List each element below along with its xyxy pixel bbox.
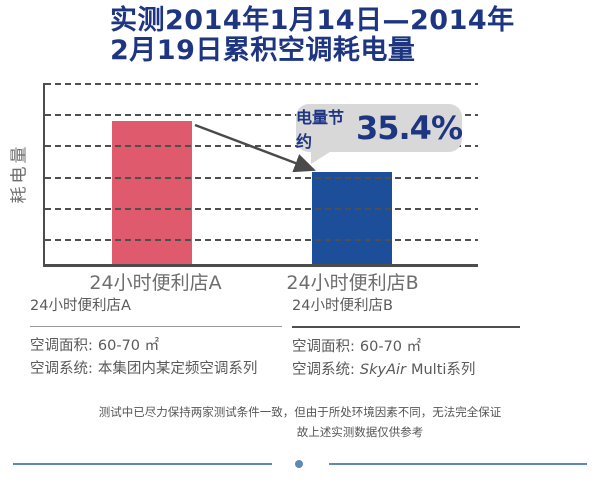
system-value: Multi系列 (410, 362, 476, 378)
info-row-system-store-a: 空调系统: 本集团内某定频空调系列 (30, 358, 282, 381)
savings-label: 电量节约 (296, 108, 345, 151)
bar-store-b (312, 172, 392, 264)
info-header-store-a: 24小时便利店A (30, 298, 131, 314)
bubble-tail (311, 150, 333, 164)
savings-bubble: 电量节约 35.4% (296, 104, 463, 164)
system-brand: SkyAir (359, 362, 406, 378)
system-label: 空调系统: (292, 362, 355, 378)
page-title-line-2: 2月19日累积空调耗电量 (110, 35, 416, 66)
info-divider-store-a (30, 326, 282, 327)
gridline (45, 208, 478, 210)
divider-dot (295, 460, 303, 468)
system-label: 空调系统: (30, 361, 93, 377)
info-header-store-b: 24小时便利店B (292, 298, 393, 314)
info-row-area-store-a: 空调面积: 60-70 ㎡ (30, 335, 282, 358)
info-column-store-b: 24小时便利店B 空调面积: 60-70 ㎡ 空调系统: SkyAir Multi系列 (292, 297, 572, 382)
info-divider-store-b (292, 326, 520, 328)
savings-arrow-icon (194, 123, 316, 173)
chart-area (43, 83, 478, 267)
page-title-line-1: 实测2014年1月14日—2014年 (110, 5, 515, 36)
savings-value: 35.4% (355, 109, 463, 147)
x-axis-label-store-b: 24小时便利店B (286, 272, 419, 294)
gridline (45, 177, 478, 179)
gridline (45, 114, 478, 116)
area-label: 空调面积: (30, 338, 93, 354)
x-axis-label-store-a: 24小时便利店A (89, 272, 222, 294)
divider-line-left (13, 463, 272, 465)
info-row-area-store-b: 空调面积: 60-70 ㎡ (292, 336, 572, 359)
gridline (45, 239, 478, 241)
page-title: 实测2014年1月14日—2014年 2月19日累积空调耗电量 (110, 6, 515, 66)
y-axis-label: 耗电量 (9, 143, 30, 204)
gridline (45, 83, 478, 85)
info-column-store-a: 24小时便利店A 空调面积: 60-70 ㎡ 空调系统: 本集团内某定频空调系列 (30, 297, 282, 381)
area-value: 60-70 ㎡ (97, 338, 160, 354)
gridline (45, 145, 478, 147)
footer-note-line-2: 故上述实测数据仅供参考 (296, 425, 424, 439)
area-value: 60-70 ㎡ (359, 339, 422, 355)
system-value: 本集团内某定频空调系列 (97, 361, 258, 377)
area-label: 空调面积: (292, 339, 355, 355)
info-row-system-store-b: 空调系统: SkyAir Multi系列 (292, 359, 572, 382)
footer-note-line-1: 测试中已尽力保持两家测试条件一致，但由于所处环境因素不同，无法完全保证 (98, 405, 502, 419)
divider-line-right (329, 463, 587, 465)
